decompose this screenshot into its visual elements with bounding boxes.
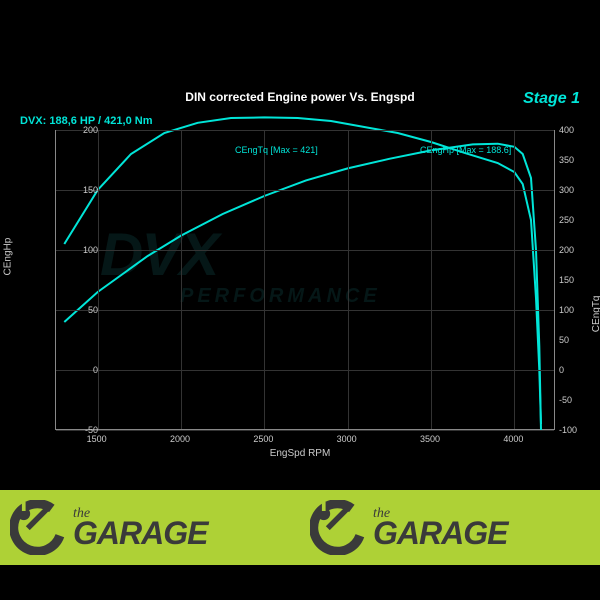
y-right-tick: 350 xyxy=(559,155,589,165)
y-right-tick: 200 xyxy=(559,245,589,255)
y-right-tick: -50 xyxy=(559,395,589,405)
y-right-tick: 100 xyxy=(559,305,589,315)
hp-annotation: CEngHp [Max = 188.6] xyxy=(420,145,511,155)
y-left-tick: 200 xyxy=(68,125,98,135)
gridline-v xyxy=(264,130,265,429)
x-axis-label: EngSpd RPM xyxy=(0,448,600,459)
x-tick: 4000 xyxy=(493,434,533,444)
wrench-icon xyxy=(10,500,65,555)
hp-curve xyxy=(64,144,541,430)
y-right-tick: 300 xyxy=(559,185,589,195)
y-right-tick: 250 xyxy=(559,215,589,225)
footer-banner: the GARAGE the GARAGE xyxy=(0,490,600,565)
footer-logo-1: the GARAGE xyxy=(0,490,300,565)
y-left-tick: 100 xyxy=(68,245,98,255)
y-left-tick: 50 xyxy=(68,305,98,315)
gridline-v xyxy=(181,130,182,429)
y-right-tick: 0 xyxy=(559,365,589,375)
y-left-axis-label: CEngHp xyxy=(3,238,14,276)
tq-curve xyxy=(64,117,541,424)
stage-label: Stage 1 xyxy=(523,90,580,108)
gridline-h xyxy=(56,130,554,131)
y-right-tick: 400 xyxy=(559,125,589,135)
y-right-tick: 150 xyxy=(559,275,589,285)
gridline-v xyxy=(514,130,515,429)
y-left-tick: 0 xyxy=(68,365,98,375)
x-tick: 3000 xyxy=(327,434,367,444)
gridline-h xyxy=(56,370,554,371)
x-tick: 3500 xyxy=(410,434,450,444)
chart-svg xyxy=(56,130,556,430)
wrench-icon xyxy=(310,500,365,555)
gridline-h xyxy=(56,250,554,251)
y-left-tick: 150 xyxy=(68,185,98,195)
gridline-v xyxy=(348,130,349,429)
gridline-v xyxy=(98,130,99,429)
gridline-h xyxy=(56,310,554,311)
chart-title: DIN corrected Engine power Vs. Engspd xyxy=(0,90,600,104)
y-right-tick: -100 xyxy=(559,425,589,435)
gridline-v xyxy=(431,130,432,429)
gridline-h xyxy=(56,430,554,431)
footer-logo-2: the GARAGE xyxy=(300,490,600,565)
logo-large-text: GARAGE xyxy=(373,520,507,547)
y-right-axis-label: CEngTq xyxy=(592,296,600,333)
plot-area xyxy=(55,130,555,430)
logo-large-text: GARAGE xyxy=(73,520,207,547)
x-tick: 2500 xyxy=(243,434,283,444)
x-tick: 2000 xyxy=(160,434,200,444)
gridline-h xyxy=(56,190,554,191)
y-right-tick: 50 xyxy=(559,335,589,345)
x-tick: 1500 xyxy=(77,434,117,444)
tq-annotation: CEngTq [Max = 421] xyxy=(235,145,318,155)
